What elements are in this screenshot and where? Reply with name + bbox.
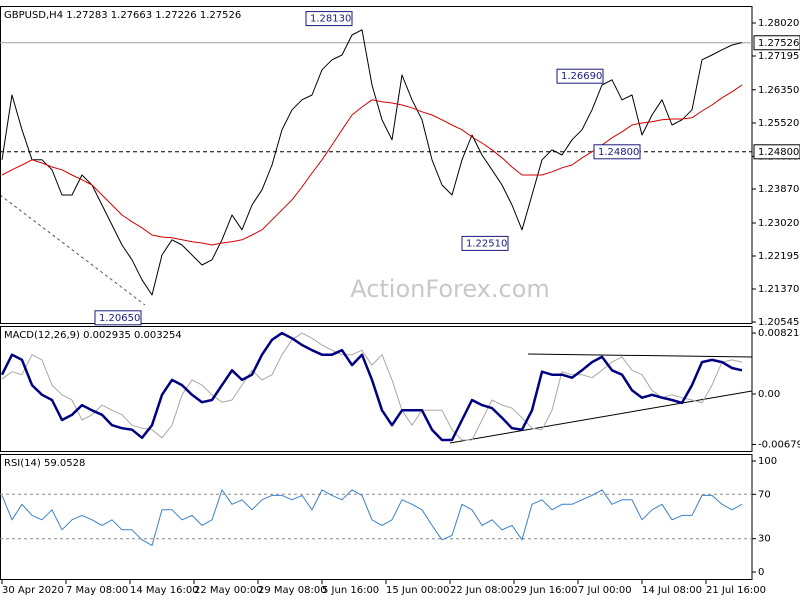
y-tick-label: 1.25520 [758,118,799,129]
annotation-label: 1.28130 [310,14,351,25]
annotation-label: 1.20650 [99,313,140,324]
x-tick-label: 5 Jun 16:00 [322,585,379,596]
y-tick-label: 100 [758,456,777,467]
y-tick-label: 1.22195 [758,251,799,262]
x-tick-label: 14 Jul 08:00 [642,585,702,596]
trend-line [0,194,146,306]
x-tick-label: 29 Jun 16:00 [514,585,578,596]
series-line [1,489,743,546]
price-marker-box [753,144,800,160]
panel [0,454,753,580]
annotation-label: 1.22510 [466,238,507,249]
y-tick-label: 30 [758,534,771,545]
x-tick-label: 7 May 08:00 [66,585,128,596]
y-tick-label: 0 [758,567,764,578]
panel-title: MACD(12,26,9) 0.002935 0.003254 [4,330,182,341]
x-tick-label: 30 Apr 2020 [2,585,64,596]
x-tick-label: 15 Jun 00:00 [386,585,450,596]
annotation-label: 1.26690 [561,71,602,82]
y-tick-label: -0.006796 [758,439,800,450]
annotation-label: 1.24800 [598,147,639,158]
panel [0,6,753,324]
x-tick-label: 14 May 16:00 [130,585,199,596]
panel-title: RSI(14) 59.0528 [4,458,85,469]
y-tick-label: 1.27195 [758,51,799,62]
price-marker-box [753,35,800,51]
y-tick-label: 1.21370 [758,284,799,295]
y-tick-label: 1.23870 [758,184,799,195]
price-marker-label: 1.24800 [758,147,799,158]
y-tick-label: 1.26350 [758,85,799,96]
x-tick-label: 29 May 08:00 [258,585,327,596]
price-marker-label: 1.27526 [758,38,799,49]
watermark: ActionForex.com [350,275,550,303]
annotation-box [94,310,142,326]
trend-line [449,390,753,444]
y-tick-label: 1.20545 [758,317,799,328]
trend-line [527,353,753,358]
y-tick-label: 70 [758,489,771,500]
y-tick-label: 1.28020 [758,18,799,29]
x-tick-label: 22 May 00:00 [194,585,263,596]
x-tick-label: 7 Jul 00:00 [578,585,632,596]
panel [0,326,753,452]
y-tick-label: 1.23020 [758,218,799,229]
annotation-box [556,68,604,84]
panel-title: GBPUSD,H4 1.27283 1.27663 1.27226 1.2752… [4,10,241,21]
x-tick-label: 22 Jun 08:00 [450,585,514,596]
series-line [1,332,743,441]
series-line [0,331,743,442]
y-tick-label: 0.008213 [758,328,800,339]
annotation-box [461,235,509,251]
y-tick-label: 0.00 [758,389,780,400]
series-line [1,29,743,296]
annotation-box [593,144,641,160]
series-line [1,84,743,246]
annotation-box [305,11,353,27]
x-tick-label: 21 Jul 16:00 [706,585,766,596]
